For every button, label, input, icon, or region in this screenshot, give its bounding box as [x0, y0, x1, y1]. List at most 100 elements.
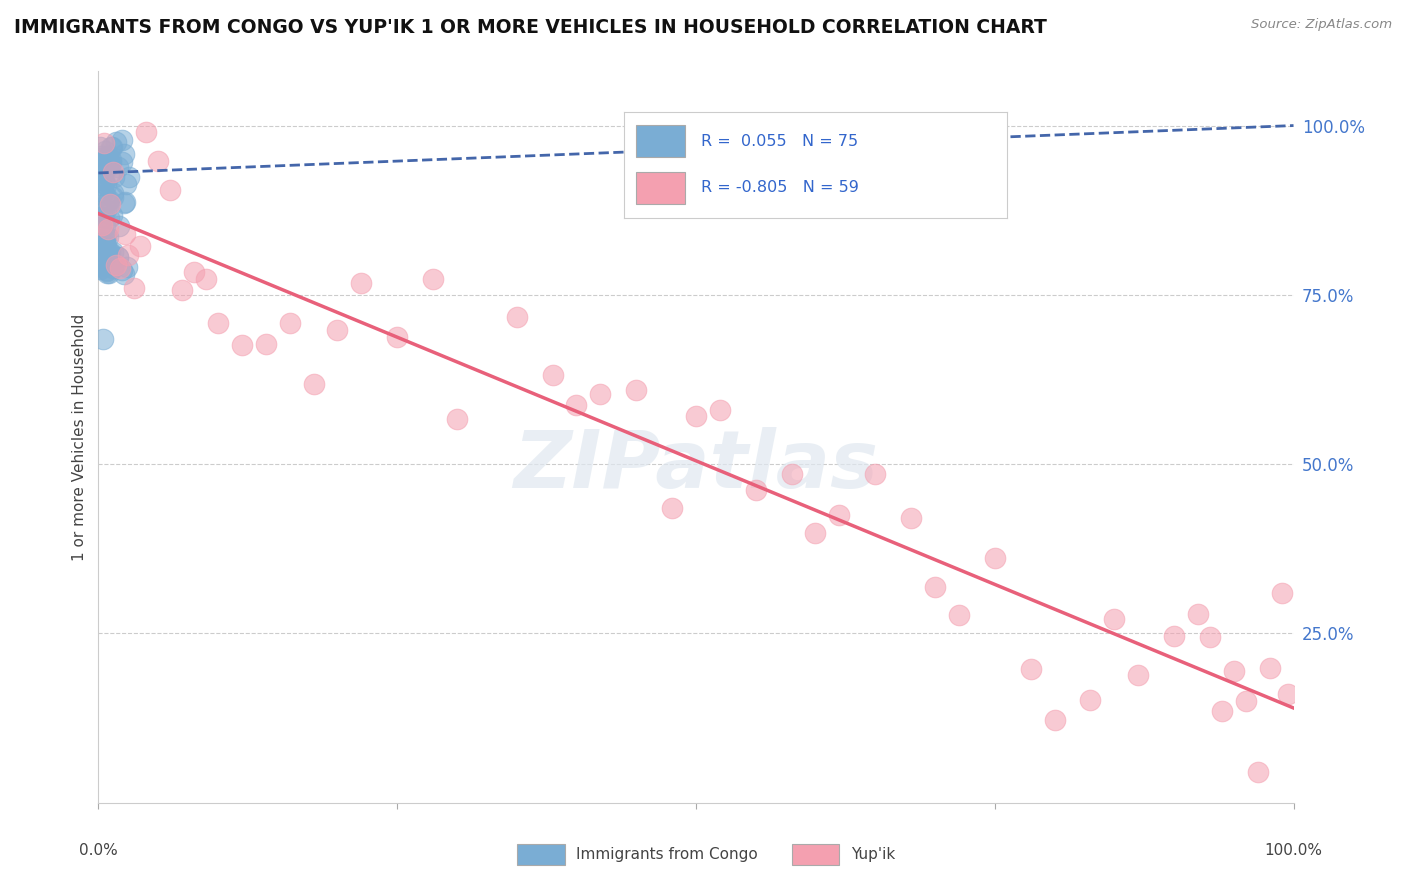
Point [207, 316, 229, 330]
Point [101, 261, 124, 276]
Point [101, 165, 124, 179]
Point [107, 250, 129, 264]
Point [96, 267, 118, 281]
Point [93, 204, 115, 219]
Point [626, 383, 648, 397]
Point [1258, 661, 1281, 675]
Point [94, 145, 117, 159]
Point [780, 467, 803, 481]
Text: IMMIGRANTS FROM CONGO VS YUP'IK 1 OR MORE VEHICLES IN HOUSEHOLD CORRELATION CHAR: IMMIGRANTS FROM CONGO VS YUP'IK 1 OR MOR… [14, 18, 1047, 37]
Point [195, 272, 218, 286]
Point [948, 607, 970, 622]
Point [101, 140, 124, 154]
Point [108, 219, 131, 233]
Point [91, 218, 114, 232]
Point [108, 260, 131, 275]
Point [96, 247, 118, 261]
Point [96, 230, 118, 244]
Point [1277, 687, 1299, 701]
Point [93, 164, 115, 178]
Point [100, 153, 122, 167]
Point [709, 402, 731, 417]
Point [506, 310, 529, 324]
Text: Immigrants from Congo: Immigrants from Congo [576, 847, 758, 863]
Point [103, 170, 125, 185]
FancyBboxPatch shape [792, 845, 839, 865]
Point [900, 511, 922, 525]
Point [1080, 693, 1102, 707]
Point [93, 155, 115, 169]
Point [94, 241, 117, 255]
Point [89, 262, 111, 277]
Point [91, 247, 114, 261]
Point [254, 337, 277, 351]
Point [100, 208, 122, 222]
Point [97, 149, 120, 163]
Point [159, 182, 181, 196]
Point [98, 197, 122, 211]
Y-axis label: 1 or more Vehicles in Household: 1 or more Vehicles in Household [72, 313, 87, 561]
Point [1043, 713, 1066, 727]
Point [565, 398, 588, 412]
Point [385, 330, 409, 344]
Point [117, 260, 139, 274]
Point [924, 581, 946, 595]
Point [89, 140, 111, 154]
Point [91, 332, 114, 346]
Point [148, 154, 170, 169]
Text: Yup'ik: Yup'ik [852, 847, 896, 863]
Point [98, 266, 121, 280]
Point [93, 173, 115, 187]
Text: 100.0%: 100.0% [1264, 843, 1323, 858]
Point [446, 412, 468, 426]
Point [94, 229, 117, 244]
Point [96, 178, 118, 193]
Point [94, 160, 117, 174]
Point [91, 185, 114, 199]
Point [98, 158, 121, 172]
Text: 0.0%: 0.0% [79, 843, 118, 858]
Point [94, 235, 117, 249]
Point [100, 156, 122, 170]
FancyBboxPatch shape [517, 845, 565, 865]
Point [103, 244, 125, 259]
Point [117, 248, 139, 262]
Point [96, 262, 118, 277]
Point [1223, 664, 1246, 678]
Point [89, 222, 111, 236]
Point [90, 149, 112, 163]
Point [91, 210, 114, 224]
Point [89, 249, 111, 263]
Point [97, 221, 120, 235]
Point [94, 203, 117, 218]
Point [231, 337, 253, 351]
Point [828, 508, 851, 523]
Point [97, 193, 120, 207]
Point [326, 323, 349, 337]
Point [103, 186, 125, 201]
Point [100, 140, 122, 154]
Point [100, 245, 122, 260]
Point [1199, 631, 1222, 645]
Point [93, 236, 115, 251]
Point [1247, 765, 1270, 780]
Point [1234, 694, 1257, 708]
Point [93, 176, 115, 190]
Point [98, 211, 121, 225]
Point [111, 263, 134, 277]
Point [98, 169, 121, 183]
Point [111, 133, 134, 147]
Point [118, 170, 141, 185]
Point [115, 178, 138, 192]
Point [107, 160, 129, 174]
Point [1271, 586, 1294, 600]
Text: Source: ZipAtlas.com: Source: ZipAtlas.com [1251, 18, 1392, 31]
Point [114, 227, 136, 241]
Point [105, 136, 128, 150]
Point [101, 258, 124, 272]
Point [94, 157, 117, 171]
Point [112, 196, 135, 211]
Point [124, 281, 146, 295]
Point [93, 136, 115, 151]
Point [96, 194, 118, 209]
